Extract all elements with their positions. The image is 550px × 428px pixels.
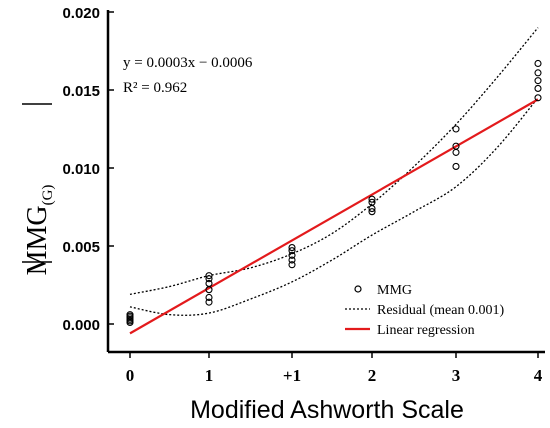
- regression-line: [129, 98, 539, 335]
- mmg-point: [288, 247, 296, 255]
- scatter-points: [126, 59, 542, 326]
- residual-lower-curve: [129, 97, 539, 316]
- legend: MMG Residual (mean 0.001) Linear regress…: [345, 283, 504, 338]
- axes: [106, 10, 545, 354]
- mmg-point: [205, 272, 213, 280]
- x-axis-label: Modified Ashworth Scale: [190, 396, 464, 424]
- legend-regression-label: Linear regression: [377, 323, 475, 338]
- mmg-point: [288, 244, 296, 252]
- mmg-point: [534, 69, 542, 77]
- y-axis-label: MMG(G): [22, 103, 56, 276]
- mmg-point: [368, 208, 376, 216]
- y-tick-label: 0.020: [62, 5, 100, 22]
- mmg-point: [126, 311, 134, 319]
- x-tick-label: 2: [368, 366, 377, 385]
- mmg-point: [534, 84, 542, 92]
- r-squared-text: R² = 0.962: [123, 80, 187, 96]
- mmg-point: [534, 77, 542, 85]
- x-ticks: 0 1 +1 2 3 4: [126, 352, 543, 385]
- mmg-point: [452, 148, 460, 156]
- mmg-point: [205, 279, 213, 287]
- regression-segment: [129, 98, 539, 335]
- svg-text:MMG(G): MMG(G): [22, 185, 56, 276]
- residual-band: [129, 27, 539, 316]
- mmg-point: [452, 142, 460, 150]
- mmg-point: [534, 59, 542, 68]
- y-ticks: 0.000 0.005 0.010 0.015 0.020: [62, 5, 114, 334]
- mmg-point: [288, 251, 296, 259]
- x-tick-label: +1: [283, 366, 301, 385]
- mmg-point: [534, 94, 542, 102]
- mmg-point: [368, 198, 376, 206]
- x-tick-label: 1: [205, 366, 214, 385]
- legend-mmg-marker: [354, 285, 362, 293]
- y-tick-label: 0.015: [62, 83, 100, 100]
- y-tick-label: 0.005: [62, 239, 100, 256]
- x-tick-label: 0: [126, 366, 135, 385]
- residual-upper-curve: [129, 27, 539, 295]
- y-label-main: MMG: [22, 205, 53, 275]
- y-tick-label: 0.000: [62, 317, 100, 334]
- equation-text: y = 0.0003x − 0.0006: [123, 55, 253, 71]
- mmg-point: [452, 125, 460, 133]
- y-tick-label: 0.010: [62, 161, 100, 178]
- mmg-point: [452, 162, 460, 170]
- mmg-point: [288, 256, 296, 264]
- x-tick-label: 4: [534, 366, 543, 385]
- legend-residual-label: Residual (mean 0.001): [377, 303, 504, 318]
- mmg-point: [205, 298, 213, 306]
- x-tick-label: 3: [452, 366, 461, 385]
- y-label-sub: (G): [40, 185, 56, 206]
- mmg-point: [205, 293, 213, 302]
- mmg-point: [368, 195, 376, 203]
- mmg-point: [288, 261, 296, 269]
- legend-mmg-label: MMG: [377, 283, 412, 298]
- mmg-point: [205, 275, 213, 283]
